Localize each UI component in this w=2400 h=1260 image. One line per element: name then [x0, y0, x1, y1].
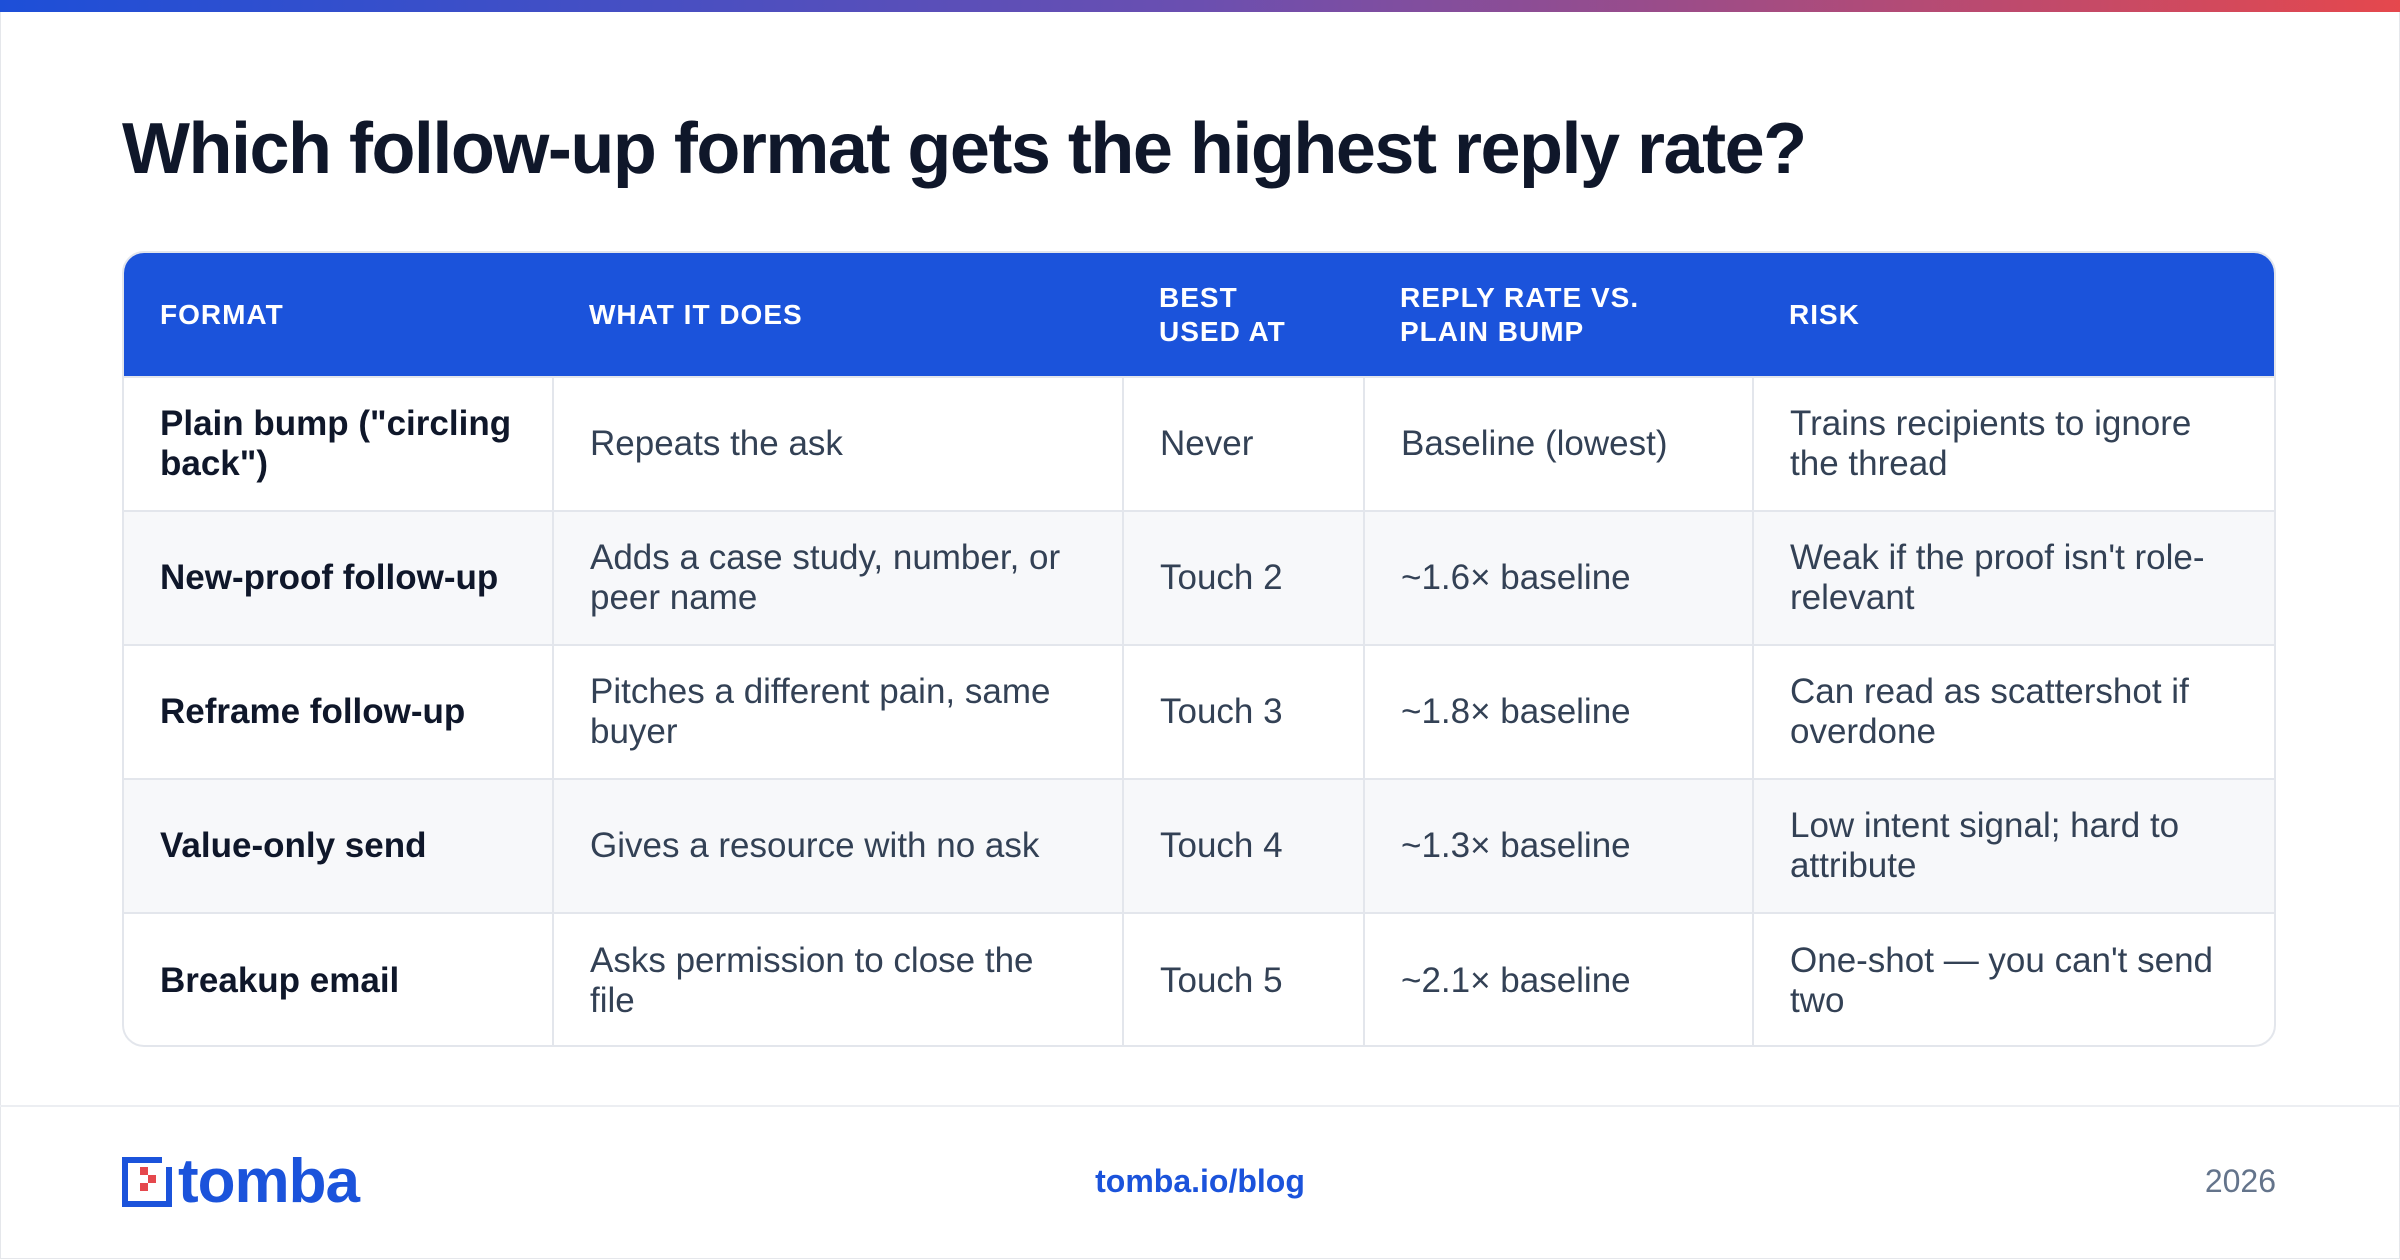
- table-row: New-proof follow-up Adds a case study, n…: [124, 510, 2274, 645]
- cell-reply-rate: ~1.6× baseline: [1363, 510, 1753, 645]
- cell-best-used-at: Touch 3: [1122, 644, 1364, 779]
- cell-what-it-does: Repeats the ask: [552, 376, 1123, 511]
- header-what-it-does: WHAT IT DOES: [589, 298, 803, 330]
- cell-risk: Low intent signal; hard to attribute: [1752, 778, 2274, 913]
- table-header-row: FORMAT WHAT IT DOES BEST USED AT REPLY R…: [124, 253, 2274, 377]
- header-format: FORMAT: [160, 298, 284, 330]
- cell-risk: Weak if the proof isn't role-relevant: [1752, 510, 2274, 645]
- tomba-logo[interactable]: tomba: [122, 1147, 360, 1216]
- cell-format: Reframe follow-up: [124, 644, 553, 779]
- cell-what-it-does: Adds a case study, number, or peer name: [552, 510, 1123, 645]
- table-row: Breakup email Asks permission to close t…: [124, 912, 2274, 1045]
- page-title: Which follow-up format gets the highest …: [122, 109, 1807, 189]
- cell-best-used-at: Touch 5: [1122, 912, 1364, 1045]
- cell-risk: One-shot — you can't send two: [1752, 912, 2274, 1045]
- cell-risk: Trains recipients to ignore the thread: [1752, 376, 2274, 511]
- cell-format: Value-only send: [124, 778, 553, 913]
- top-gradient-bar: [0, 0, 2400, 12]
- cell-what-it-does: Gives a resource with no ask: [552, 778, 1123, 913]
- table-row: Value-only send Gives a resource with no…: [124, 778, 2274, 913]
- cell-reply-rate: ~1.3× baseline: [1363, 778, 1753, 913]
- comparison-table: FORMAT WHAT IT DOES BEST USED AT REPLY R…: [122, 251, 2276, 1047]
- table-row: Reframe follow-up Pitches a different pa…: [124, 644, 2274, 779]
- cell-what-it-does: Pitches a different pain, same buyer: [552, 644, 1123, 779]
- cell-reply-rate: Baseline (lowest): [1363, 376, 1753, 511]
- cell-best-used-at: Touch 4: [1122, 778, 1364, 913]
- table-row: Plain bump ("circling back") Repeats the…: [124, 376, 2274, 511]
- blog-link[interactable]: tomba.io/blog: [1095, 1163, 1305, 1199]
- cell-reply-rate: ~1.8× baseline: [1363, 644, 1753, 779]
- header-risk: RISK: [1789, 298, 1860, 330]
- header-reply-rate: REPLY RATE VS. PLAIN BUMP: [1400, 281, 1640, 347]
- cell-format: Breakup email: [124, 912, 553, 1045]
- cell-risk: Can read as scattershot if overdone: [1752, 644, 2274, 779]
- cell-what-it-does: Asks permission to close the file: [552, 912, 1123, 1045]
- cell-reply-rate: ~2.1× baseline: [1363, 912, 1753, 1045]
- cell-best-used-at: Never: [1122, 376, 1364, 511]
- cell-best-used-at: Touch 2: [1122, 510, 1364, 645]
- footer-divider: [0, 1105, 2400, 1107]
- cell-format: New-proof follow-up: [124, 510, 553, 645]
- tomba-logo-mark-icon: [122, 1157, 172, 1207]
- logo-wordmark: tomba: [178, 1147, 360, 1216]
- footer-year: 2026: [2204, 1163, 2276, 1199]
- header-best-used-at: BEST USED AT: [1159, 281, 1286, 347]
- cell-format: Plain bump ("circling back"): [124, 376, 553, 511]
